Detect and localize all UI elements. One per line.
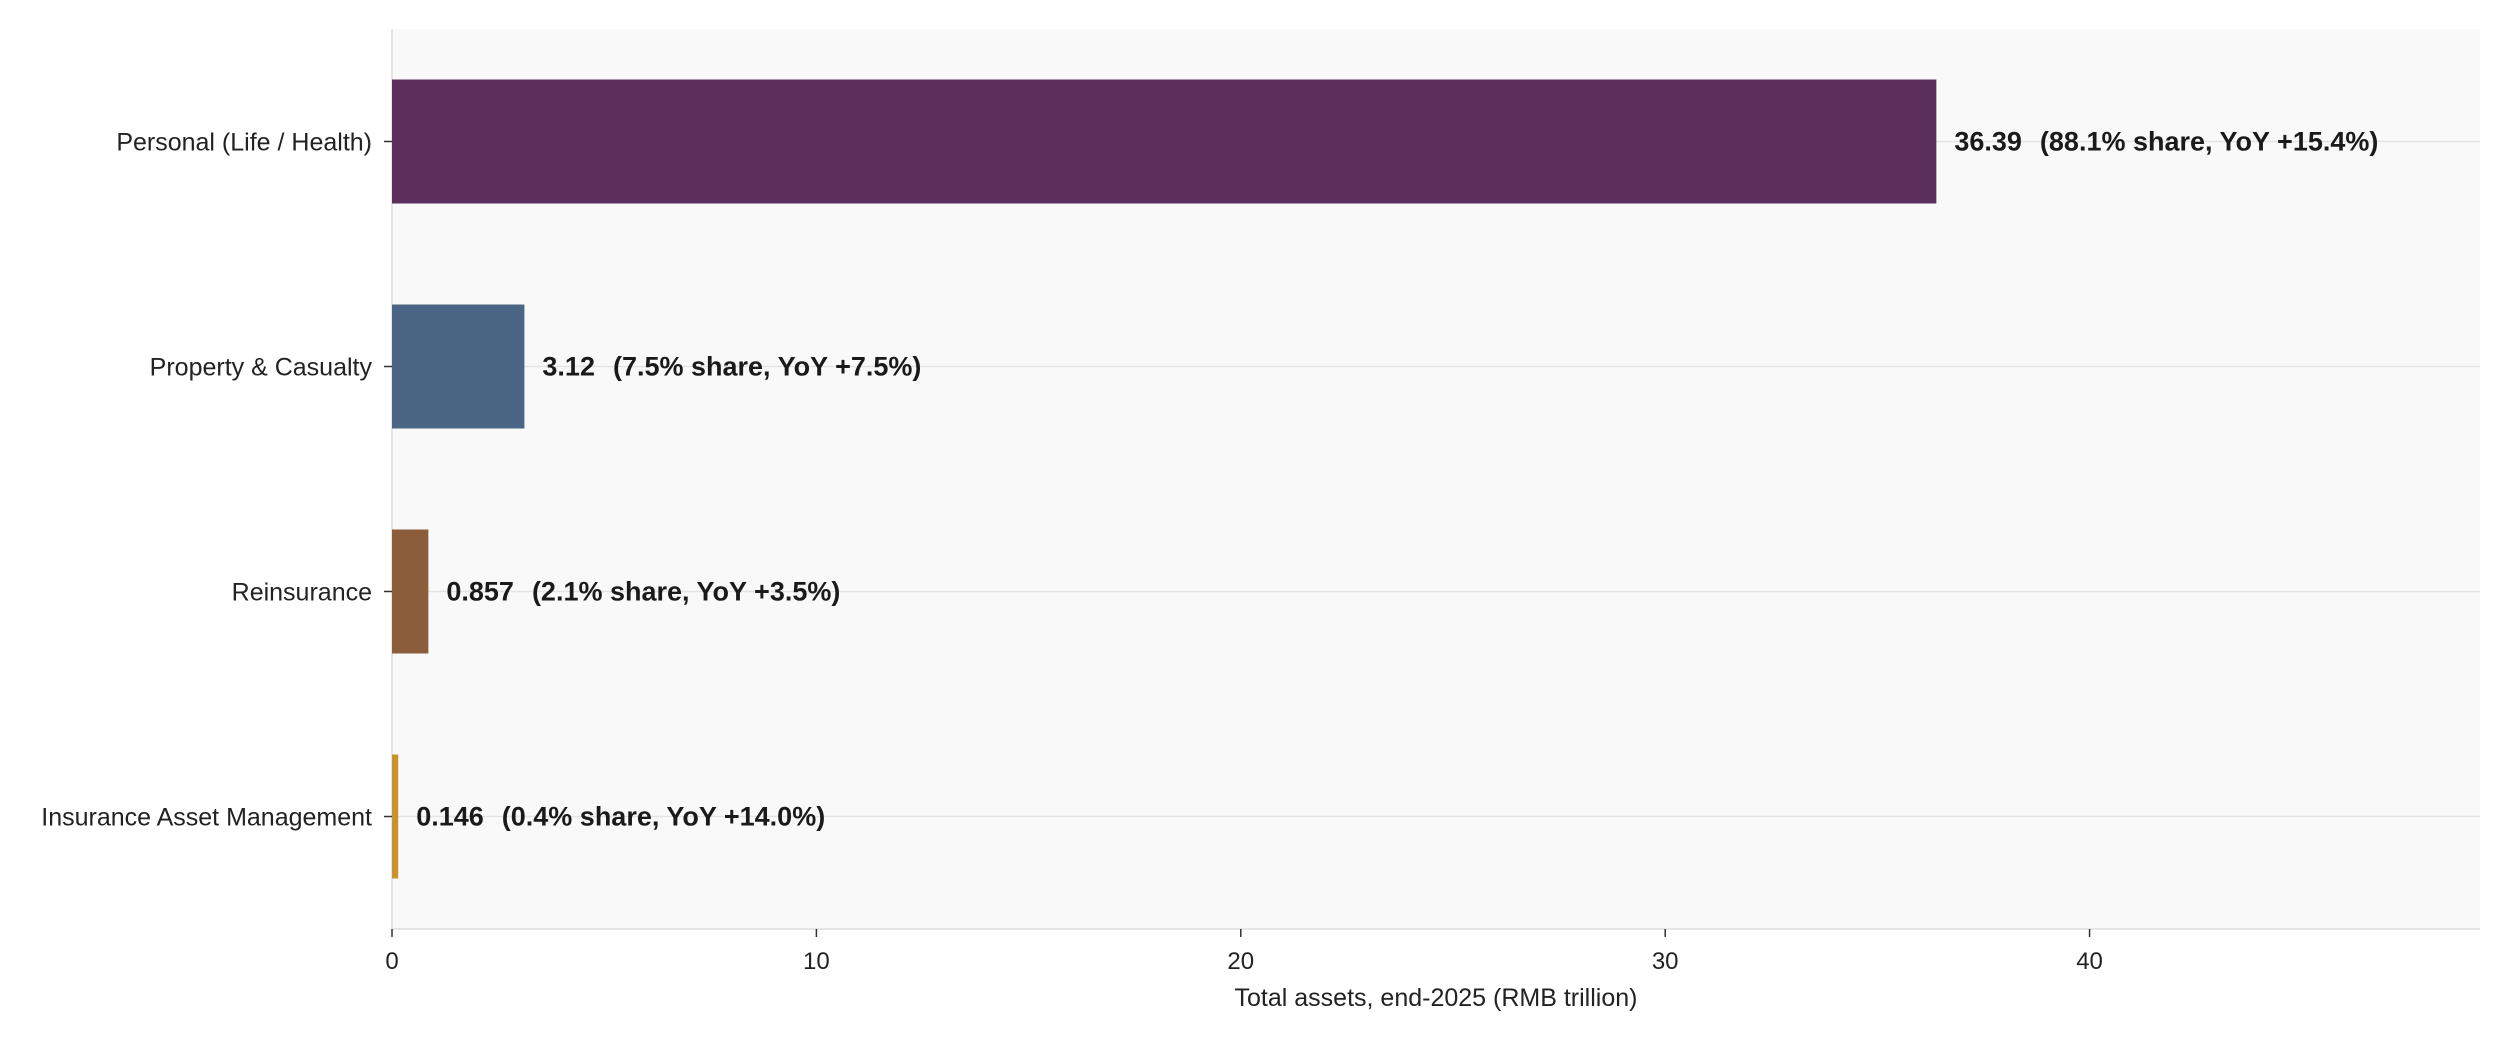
data-label: 0.146 (0.4% share, YoY +14.0%): [416, 802, 825, 832]
data-annotation: (88.1% share, YoY +15.4%): [2040, 127, 2378, 157]
x-axis-ticks: 0 10 20 30 40: [385, 929, 2103, 975]
data-value: 0.857: [446, 577, 514, 607]
data-labels: 36.39 (88.1% share, YoY +15.4%) 3.12 (7.5% …: [416, 127, 2378, 832]
x-tick-label: 0: [385, 948, 398, 975]
x-tick-label: 10: [803, 948, 830, 975]
x-tick-label: 20: [1227, 948, 1254, 975]
data-label: 0.857 (2.1% share, YoY +3.5%): [446, 577, 840, 607]
category-label: Personal (Life / Health): [116, 129, 372, 157]
data-annotation: (2.1% share, YoY +3.5%): [532, 577, 840, 607]
bar: [392, 79, 1937, 204]
data-annotation: (7.5% share, YoY +7.5%): [613, 352, 921, 382]
bar: [392, 754, 399, 879]
data-label: 36.39 (88.1% share, YoY +15.4%): [1954, 127, 2378, 157]
bars-group: [392, 79, 1937, 879]
x-tick-label: 30: [1652, 948, 1679, 975]
category-labels: Personal (Life / Health) Property & Casua…: [41, 129, 392, 832]
data-value: 3.12: [542, 352, 595, 382]
data-value: 0.146: [416, 802, 484, 832]
bar: [392, 529, 429, 654]
data-value: 36.39: [1954, 127, 2022, 157]
x-tick-label: 40: [2076, 948, 2103, 975]
data-label: 3.12 (7.5% share, YoY +7.5%): [542, 352, 921, 382]
bar: [392, 304, 525, 429]
x-axis-title: Total assets, end-2025 (RMB trillion): [1235, 984, 1638, 1012]
category-label: Property & Casualty: [150, 354, 373, 382]
category-label: Reinsurance: [232, 579, 372, 607]
data-annotation: (0.4% share, YoY +14.0%): [502, 802, 825, 832]
category-label: Insurance Asset Management: [41, 804, 372, 832]
